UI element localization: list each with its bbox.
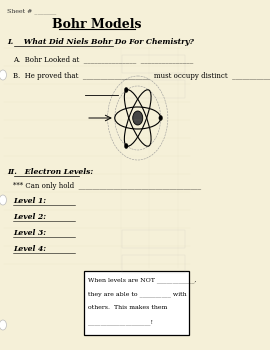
Circle shape: [0, 320, 6, 330]
Text: When levels are NOT ____________,: When levels are NOT ____________,: [87, 277, 196, 282]
Circle shape: [133, 111, 143, 125]
Text: Level 1:: Level 1:: [13, 197, 46, 205]
Text: Bohr Models: Bohr Models: [52, 18, 141, 31]
Circle shape: [124, 144, 128, 148]
Circle shape: [124, 88, 128, 92]
Text: Level 2:: Level 2:: [13, 213, 46, 221]
Circle shape: [0, 70, 6, 80]
Text: II.   Electron Levels:: II. Electron Levels:: [7, 168, 93, 176]
Text: others.  This makes them: others. This makes them: [87, 305, 167, 310]
Text: they are able to __________ with: they are able to __________ with: [87, 291, 186, 296]
Text: A.  Bohr Looked at  _______________  _______________: A. Bohr Looked at _______________ ______…: [13, 55, 193, 63]
Text: ____________________!: ____________________!: [87, 319, 153, 324]
FancyBboxPatch shape: [84, 271, 189, 335]
Text: Level 4:: Level 4:: [13, 245, 46, 253]
Text: Sheet # _______: Sheet # _______: [7, 8, 56, 14]
Text: I.    What Did Niels Bohr Do For Chemistry?: I. What Did Niels Bohr Do For Chemistry?: [7, 38, 194, 46]
Circle shape: [0, 195, 6, 205]
Text: B.  He proved that  ___________________  must occupy distinct  _______________: B. He proved that ___________________ mu…: [13, 72, 270, 80]
Text: *** Can only hold  ___________________________________: *** Can only hold ______________________…: [13, 182, 201, 190]
Text: Level 3:: Level 3:: [13, 229, 46, 237]
Circle shape: [159, 116, 163, 120]
